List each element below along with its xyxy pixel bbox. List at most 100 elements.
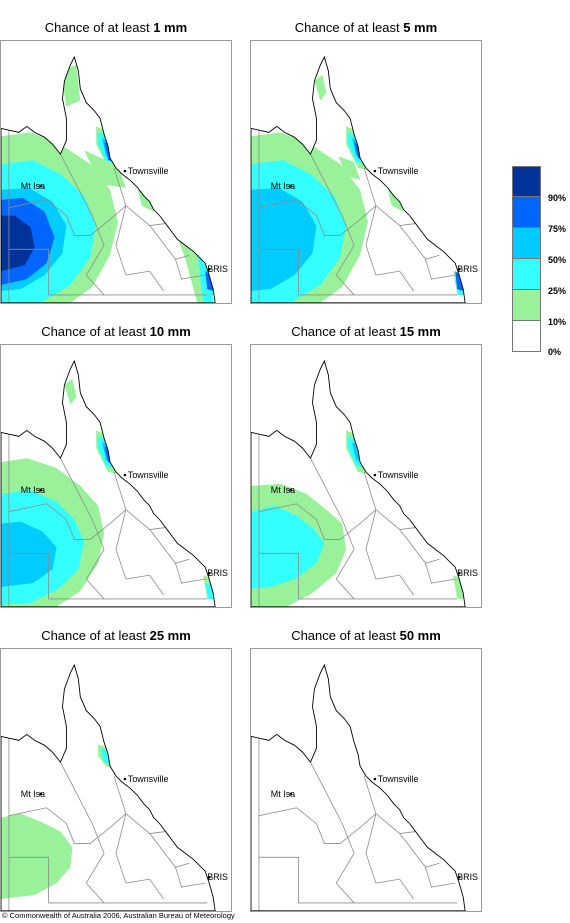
- district-boundary: [113, 775, 166, 834]
- legend-label-75: 75%: [548, 224, 567, 234]
- district-boundary: [425, 867, 456, 888]
- town-townsville-dot: [123, 777, 127, 781]
- town-townsville-dot: [123, 473, 127, 477]
- rainfall-zone: [251, 187, 317, 291]
- map-50mm: Townsville Mt Isa BRIS: [250, 648, 482, 912]
- district-boundary: [365, 205, 414, 292]
- panel-title: Chance of at least 5 mm: [250, 20, 482, 36]
- town-mt-isa-label: Mt Isa: [271, 485, 295, 495]
- town-townsville-dot: [373, 473, 377, 477]
- rainfall-zone: [84, 150, 126, 188]
- rainfall-zone: [1, 813, 73, 899]
- district-boundary: [258, 199, 377, 236]
- legend-label-90: 90%: [548, 193, 567, 203]
- district-boundary: [8, 503, 127, 540]
- town-bris-label: BRIS: [207, 568, 228, 578]
- map-1mm: Townsville Mt Isa BRIS: [0, 40, 232, 304]
- district-boundary: [149, 225, 190, 260]
- town-mt-isa-dot: [289, 792, 292, 796]
- panel-title: Chance of at least 1 mm: [0, 20, 232, 36]
- panel-title: Chance of at least 10 mm: [0, 324, 232, 340]
- coastline: [251, 359, 466, 607]
- district-boundary: [85, 549, 105, 600]
- legend-swatch-75: [512, 197, 541, 228]
- district-boundary: [363, 167, 416, 226]
- town-mt-isa-dot: [289, 488, 292, 492]
- town-mt-isa-label: Mt Isa: [21, 181, 45, 191]
- town-townsville-dot: [373, 169, 377, 173]
- district-boundary: [335, 245, 355, 296]
- town-bris-label: BRIS: [457, 264, 478, 274]
- district-boundary: [363, 471, 416, 530]
- town-bris-label: BRIS: [457, 568, 478, 578]
- legend-swatches: [512, 166, 541, 352]
- panel-title-value: 10 mm: [149, 324, 191, 339]
- town-mt-isa-label: Mt Isa: [21, 789, 45, 799]
- coastline: [1, 359, 216, 607]
- town-mt-isa-label: Mt Isa: [21, 485, 45, 495]
- town-townsville-label: Townsville: [128, 470, 169, 480]
- panel-title-prefix: Chance of at least: [291, 324, 396, 339]
- rainfall-zones: [251, 430, 466, 607]
- rainfall-zones: [251, 74, 466, 303]
- town-mt-isa-dot: [39, 488, 42, 492]
- district-boundary: [310, 153, 355, 246]
- map-svg: Townsville Mt Isa BRIS: [1, 663, 228, 911]
- district-boundary: [365, 813, 414, 900]
- district-boundary: [113, 167, 166, 226]
- panel-title-value: 1 mm: [153, 20, 188, 35]
- district-boundary: [363, 775, 416, 834]
- district-boundary: [85, 853, 105, 904]
- rainfall-zone: [338, 156, 361, 180]
- panel-title: Chance of at least 25 mm: [0, 628, 232, 644]
- legend: 90% 75% 50% 25% 10% 0%: [512, 166, 566, 357]
- coastline: [251, 663, 466, 911]
- district-boundary: [258, 807, 377, 844]
- town-mt-isa-label: Mt Isa: [271, 789, 295, 799]
- district-boundary: [335, 549, 355, 600]
- panel-title: Chance of at least 50 mm: [250, 628, 482, 644]
- rainfall-zone: [1, 215, 35, 272]
- district-boundary: [335, 853, 355, 904]
- town-bris-label: BRIS: [207, 264, 228, 274]
- district-boundary: [258, 503, 377, 540]
- panel-title-prefix: Chance of at least: [44, 20, 150, 35]
- town-townsville-label: Townsville: [128, 774, 169, 784]
- legend-swatch-50: [512, 228, 541, 259]
- map-10mm: Townsville Mt Isa BRIS: [0, 344, 232, 608]
- district-boundary: [425, 259, 456, 280]
- district-boundary: [399, 833, 440, 868]
- district-boundary: [310, 457, 355, 550]
- district-boundary: [8, 856, 49, 903]
- rainfall-zone: [314, 74, 327, 101]
- district-boundary: [115, 509, 164, 596]
- district-boundary: [85, 245, 105, 296]
- copyright-footer: © Commonwealth of Australia 2006, Austra…: [2, 911, 235, 920]
- town-townsville-dot: [123, 169, 127, 173]
- legend-label-25: 25%: [548, 286, 567, 296]
- rainfall-zone: [64, 378, 77, 405]
- rainfall-zones: [1, 378, 216, 607]
- district-boundary: [115, 205, 164, 292]
- legend-label-0: 0%: [548, 347, 562, 357]
- town-bris-dot: [457, 875, 461, 879]
- town-townsville-dot: [373, 777, 377, 781]
- rainfall-zone: [387, 189, 404, 212]
- map-svg: Townsville Mt Isa BRIS: [251, 55, 478, 303]
- district-boundary: [115, 813, 164, 900]
- town-bris-dot: [207, 267, 211, 271]
- legend-swatch-90: [512, 166, 541, 197]
- district-boundary: [8, 248, 49, 295]
- coastline: [1, 55, 216, 303]
- legend-label-50: 50%: [548, 255, 567, 265]
- district-boundary: [399, 225, 440, 260]
- district-boundary: [175, 867, 206, 888]
- district-boundary: [175, 259, 206, 280]
- town-bris-dot: [207, 875, 211, 879]
- town-bris-dot: [457, 571, 461, 575]
- town-townsville-label: Townsville: [128, 166, 169, 176]
- rainfall-zone: [251, 505, 325, 590]
- rainfall-zone: [1, 521, 57, 588]
- town-bris-dot: [207, 571, 211, 575]
- coastline: [251, 55, 466, 303]
